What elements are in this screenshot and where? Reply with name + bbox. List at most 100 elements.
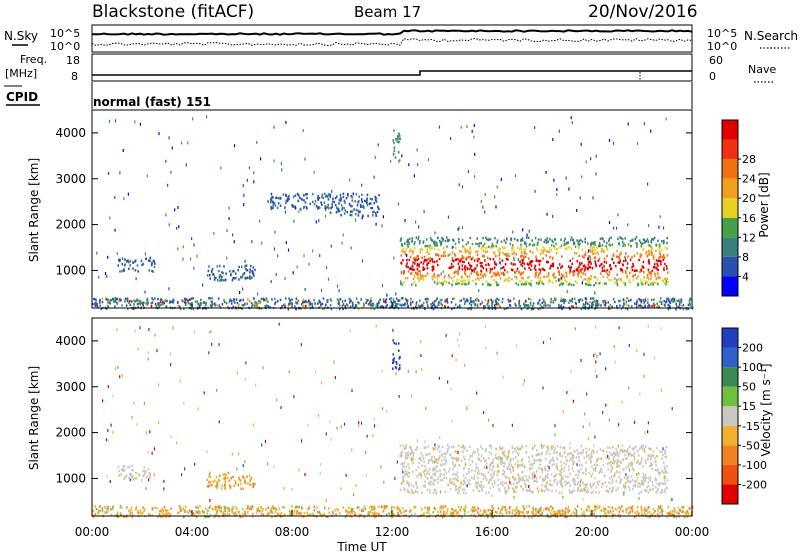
scatter-cell [117,515,120,518]
scatter-cell [131,300,133,303]
scatter-cell [434,479,436,482]
scatter-cell [569,266,571,270]
scatter-cell [648,464,651,468]
scatter-cell [643,511,646,514]
scatter-cell [569,472,571,475]
scatter-cell [532,244,534,247]
scatter-cell [177,300,179,304]
scatter-cell [580,445,583,448]
scatter-cell [604,300,607,303]
scatter-cell [453,297,455,300]
scatter-cell [444,254,446,257]
scatter-cell [569,238,572,242]
scatter-cell [632,448,635,451]
scatter-cell [477,453,480,456]
scatter-cell [656,302,658,305]
scatter-cell [585,282,588,286]
scatter-cell [629,239,632,243]
scatter-cell [578,299,581,302]
scatter-cell [383,507,386,510]
scatter-cell [402,303,404,306]
scatter-cell [184,303,187,307]
scatter-cell [396,140,399,143]
scatter-cell [642,483,645,486]
scatter-cell [523,255,525,258]
scatter-cell [608,270,611,273]
scatter-cell [445,453,447,456]
scatter-cell [96,305,99,308]
scatter-cell [680,298,683,302]
scatter-cell [560,266,562,269]
scatter-cell [656,454,658,458]
scatter-cell [285,241,287,245]
scatter-cell [355,304,357,307]
scatter-cell [134,120,136,124]
scatter-cell [533,461,535,464]
scatter-cell [522,271,525,274]
scatter-cell [560,304,562,307]
scatter-cell [439,473,442,476]
scatter-cell [274,301,277,304]
scatter-cell [457,444,460,447]
scatter-cell [595,463,598,466]
scatter-cell [601,471,603,474]
scatter-cell [636,243,638,246]
scatter-cell [270,200,272,204]
scatter-cell [620,269,622,272]
scatter-cell [516,246,519,249]
scatter-cell [436,282,439,285]
scatter-cell [520,307,523,311]
scatter-cell [442,254,445,257]
scatter-cell [437,274,439,277]
scatter-cell [552,214,554,218]
scatter-cell [578,239,581,243]
scatter-cell [547,250,549,253]
scatter-cell [427,461,430,464]
scatter-cell [512,451,514,454]
scatter-cell [120,468,123,471]
scatter-cell [196,300,199,303]
scatter-cell [664,479,666,482]
scatter-cell [404,472,407,476]
scatter-cell [618,261,621,264]
scatter-cell [651,481,654,484]
scatter-cell [477,514,480,517]
scatter-cell [614,459,617,463]
scatter-cell [99,509,101,513]
scatter-cell [251,305,253,308]
scatter-cell [531,239,533,242]
scatter-cell [313,170,315,174]
scatter-cell [499,456,502,459]
scatter-cell [491,246,494,249]
scatter-cell [503,273,506,276]
scatter-cell [508,478,510,481]
scatter-cell [101,300,104,304]
scatter-cell [440,272,442,276]
scatter-cell [481,254,484,258]
scatter-cell [631,461,634,465]
scatter-cell [436,244,439,247]
scatter-cell [606,254,608,258]
scatter-cell [262,513,265,516]
scatter-cell [662,471,664,474]
scatter-cell [413,174,415,178]
scatter-cell [409,255,412,258]
scatter-cell [524,241,526,244]
scatter-cell [621,241,624,244]
scatter-cell [464,507,466,510]
scatter-cell [219,264,221,268]
scatter-cell [390,507,393,510]
scatter-cell [284,206,286,209]
scatter-cell [533,444,536,447]
scatter-cell [654,272,656,275]
scatter-cell [411,237,413,240]
scatter-cell [240,482,242,486]
scatter-cell [481,513,483,516]
scatter-cell [151,506,154,510]
scatter-cell [538,263,541,266]
scatter-cell [270,192,273,196]
scatter-cell [493,473,495,476]
scatter-cell [651,238,653,241]
scatter-cell [642,444,645,448]
scatter-cell [168,287,170,291]
